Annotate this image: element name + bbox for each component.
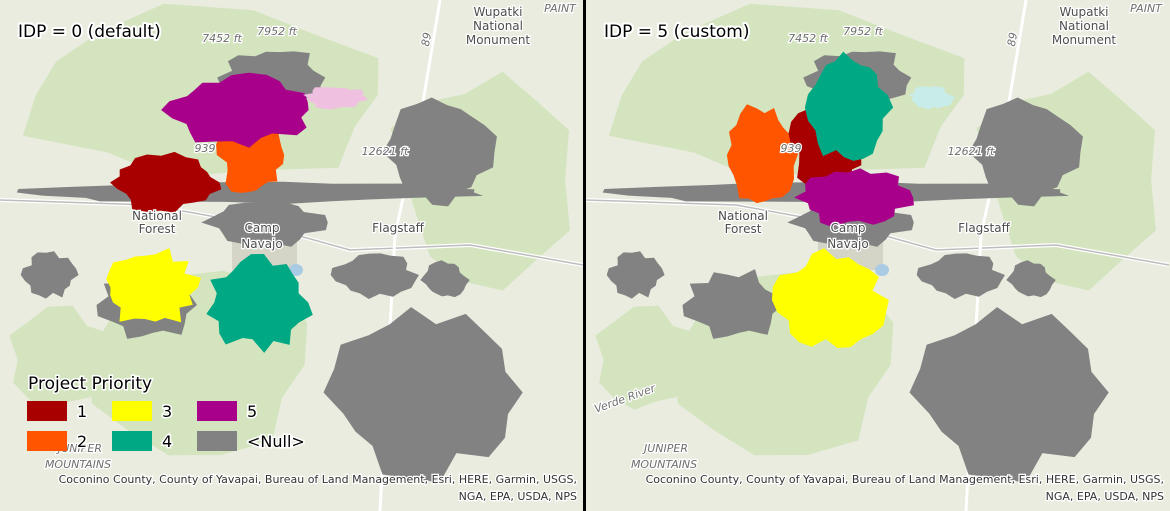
map-label: Flagstaff <box>958 221 1011 235</box>
map-label: National <box>132 209 182 223</box>
map-label: PAINT <box>544 2 577 15</box>
attribution: Coconino County, County of Yavapai, Bure… <box>59 473 577 486</box>
attribution: NGA, EPA, USDA, NPS <box>459 490 577 503</box>
map-label: 939 <box>781 142 802 155</box>
panel-title: IDP = 0 (default) <box>18 22 161 42</box>
null-area <box>606 251 665 299</box>
forest-area <box>595 305 700 410</box>
attribution: NGA, EPA, USDA, NPS <box>1046 490 1164 503</box>
map-label: Forest <box>139 222 176 236</box>
attribution: Coconino County, County of Yavapai, Bure… <box>646 473 1164 486</box>
map-label: Monument <box>1052 33 1117 47</box>
null-area <box>682 269 783 339</box>
map-label: 12621 ft <box>948 145 995 158</box>
priority-area <box>161 72 309 148</box>
legend-label: 5 <box>247 402 257 421</box>
null-area <box>420 260 470 298</box>
null-area <box>916 253 1005 299</box>
priority-area <box>794 168 914 227</box>
priority-area <box>206 254 313 353</box>
null-area <box>20 251 79 299</box>
legend-swatch <box>112 401 152 421</box>
null-area <box>968 97 1083 207</box>
map-label: 7452 ft <box>788 32 828 45</box>
legend-swatch <box>27 401 67 421</box>
map-label: 7952 ft <box>843 25 883 38</box>
lake <box>875 264 889 276</box>
priority-area <box>303 87 367 110</box>
legend-label: <Null> <box>247 432 305 451</box>
legend-label: 4 <box>162 432 172 451</box>
map-label: 939 <box>195 142 216 155</box>
legend-label: 1 <box>77 402 87 421</box>
legend-label: 3 <box>162 402 172 421</box>
priority-area <box>106 248 201 323</box>
priority-area <box>771 248 889 348</box>
map-label: Monument <box>466 33 531 47</box>
legend-label: 2 <box>77 432 87 451</box>
map-label: PAINT <box>1130 2 1163 15</box>
map-label: 7452 ft <box>202 32 242 45</box>
map-label: MOUNTAINS <box>45 458 111 471</box>
map-label: Navajo <box>241 237 282 251</box>
forest-area <box>9 305 114 410</box>
legend-swatch <box>197 431 237 451</box>
map-label: National <box>1059 19 1109 33</box>
null-area <box>201 197 328 247</box>
map-label: Forest <box>725 222 762 236</box>
road <box>586 199 1170 266</box>
panel-title: IDP = 5 (custom) <box>604 22 750 42</box>
priority-area <box>804 51 894 161</box>
lake <box>289 264 303 276</box>
legend-title: Project Priority <box>28 374 152 394</box>
null-area <box>382 97 497 207</box>
map-label: Navajo <box>827 237 868 251</box>
map-label: Camp <box>830 221 865 235</box>
road <box>0 199 583 266</box>
null-area <box>909 307 1109 483</box>
map-label: National <box>473 19 523 33</box>
map-label: Flagstaff <box>372 221 425 235</box>
map-label: Wupatki <box>1059 5 1108 19</box>
map-label: 12621 ft <box>362 145 409 158</box>
map-label: Camp <box>244 221 279 235</box>
map-label: 89 <box>419 31 434 47</box>
null-area <box>330 253 419 299</box>
legend-swatch <box>112 431 152 451</box>
priority-area <box>726 104 800 204</box>
priority-area <box>909 86 956 110</box>
map-label: 89 <box>1005 31 1020 47</box>
priority-area <box>110 151 222 213</box>
map-label: JUNIPER <box>642 442 688 455</box>
legend-swatch <box>27 431 67 451</box>
null-area <box>323 307 523 483</box>
map-label: 7952 ft <box>257 25 297 38</box>
map-label: MOUNTAINS <box>631 458 697 471</box>
null-area <box>1006 260 1056 298</box>
legend-swatch <box>197 401 237 421</box>
map-label: National <box>718 209 768 223</box>
map-label: Wupatki <box>473 5 522 19</box>
